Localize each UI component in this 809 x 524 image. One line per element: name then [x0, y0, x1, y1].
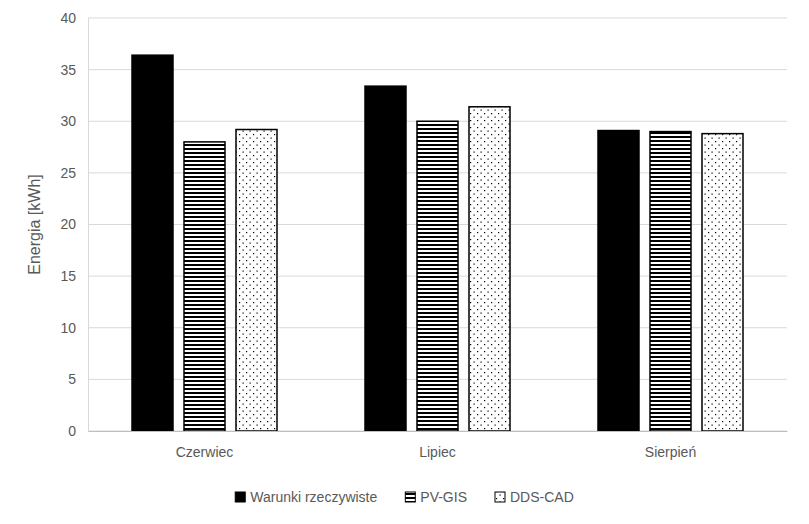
x-axis-line	[89, 431, 788, 432]
legend-item: Warunki rzeczywiste	[235, 489, 377, 505]
y-tick: 35	[60, 62, 88, 78]
legend-label: PV-GIS	[420, 489, 467, 505]
bar	[184, 142, 225, 431]
legend-swatch	[495, 492, 505, 502]
y-tick: 30	[60, 113, 88, 129]
x-tick: Lipiec	[419, 431, 456, 460]
y-tick: 25	[60, 165, 88, 181]
y-tick: 10	[60, 320, 88, 336]
y-tick: 40	[60, 10, 88, 26]
bar	[598, 131, 639, 431]
grid	[88, 18, 787, 431]
x-axis: Czerwiec Lipiec Sierpień	[89, 431, 788, 460]
y-tick: 0	[68, 423, 88, 439]
y-tick-label: 25	[60, 165, 76, 181]
legend: Warunki rzeczywiste PV-GIS DDS-CAD	[235, 489, 574, 505]
legend-swatch	[235, 492, 245, 502]
x-tick: Czerwiec	[176, 431, 234, 460]
legend-item: DDS-CAD	[495, 489, 574, 505]
y-axis-line	[88, 19, 89, 432]
y-tick-label: 35	[60, 62, 76, 78]
y-tick-label: 10	[60, 320, 76, 336]
grid-line	[88, 18, 787, 19]
y-tick: 15	[60, 268, 88, 284]
legend-item: PV-GIS	[405, 489, 467, 505]
y-tick-label: 0	[68, 423, 76, 439]
series	[236, 107, 743, 431]
y-axis: 0 5 10 15 20 25 30 35 40	[60, 10, 88, 439]
y-tick-label: 40	[60, 10, 76, 26]
legend-label: DDS-CAD	[510, 489, 574, 505]
legend-swatch	[405, 492, 415, 502]
y-axis-title: Energia [kWh]	[26, 174, 43, 274]
x-tick: Sierpień	[645, 431, 696, 460]
x-tick-label: Sierpień	[645, 444, 696, 460]
x-tick-label: Czerwiec	[176, 444, 234, 460]
bar	[132, 55, 173, 431]
series	[132, 55, 639, 431]
bar	[417, 121, 458, 431]
bar	[365, 86, 406, 431]
x-tick-label: Lipiec	[419, 444, 456, 460]
y-tick-label: 30	[60, 113, 76, 129]
bar	[469, 107, 510, 431]
chart: 0 5 10 15 20 25 30 35 40 Czerwiec Lipiec Sierpień En…	[0, 0, 809, 524]
y-tick-label: 5	[68, 371, 76, 387]
bars	[132, 55, 743, 431]
y-tick-label: 20	[60, 216, 76, 232]
legend-label: Warunki rzeczywiste	[250, 489, 377, 505]
bar	[236, 130, 277, 431]
grid-line	[88, 69, 787, 70]
y-tick: 5	[68, 371, 88, 387]
y-tick: 20	[60, 216, 88, 232]
y-tick-label: 15	[60, 268, 76, 284]
series	[184, 121, 691, 431]
bar	[702, 134, 743, 431]
bar	[650, 132, 691, 431]
